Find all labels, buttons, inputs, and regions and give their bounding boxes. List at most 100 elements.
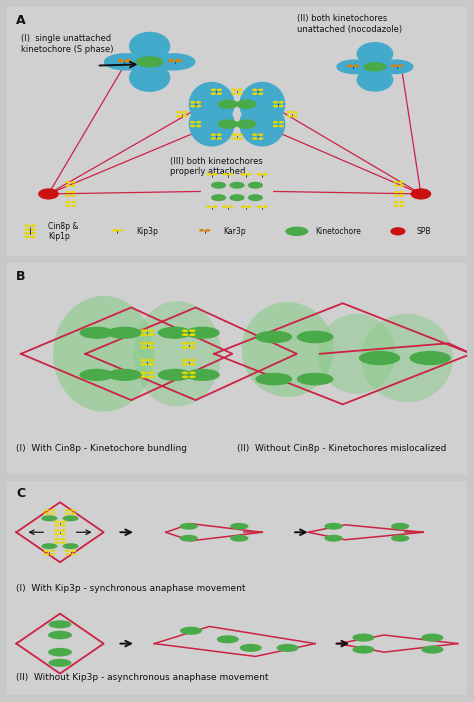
Text: SPB: SPB: [416, 227, 431, 236]
Ellipse shape: [240, 206, 246, 208]
Ellipse shape: [273, 125, 278, 127]
Ellipse shape: [30, 236, 36, 238]
Ellipse shape: [71, 204, 76, 207]
Ellipse shape: [140, 359, 147, 362]
Ellipse shape: [273, 101, 278, 104]
Ellipse shape: [71, 181, 76, 183]
Ellipse shape: [393, 181, 399, 183]
FancyBboxPatch shape: [2, 4, 472, 259]
Text: Kip3p: Kip3p: [136, 227, 158, 236]
Ellipse shape: [279, 125, 284, 127]
Ellipse shape: [107, 326, 142, 339]
Ellipse shape: [71, 191, 76, 193]
Ellipse shape: [399, 204, 404, 207]
Ellipse shape: [38, 188, 59, 199]
Ellipse shape: [240, 173, 246, 176]
Ellipse shape: [104, 53, 147, 71]
Ellipse shape: [242, 302, 334, 397]
Ellipse shape: [246, 206, 252, 208]
Ellipse shape: [391, 65, 397, 67]
Ellipse shape: [148, 363, 155, 366]
Ellipse shape: [182, 111, 188, 114]
Ellipse shape: [256, 173, 262, 176]
Ellipse shape: [279, 105, 284, 107]
Ellipse shape: [148, 371, 155, 374]
Ellipse shape: [148, 346, 155, 349]
Ellipse shape: [210, 133, 216, 136]
Ellipse shape: [65, 191, 70, 193]
Text: Kar3p: Kar3p: [223, 227, 246, 236]
Ellipse shape: [71, 550, 76, 552]
Ellipse shape: [190, 121, 195, 124]
Ellipse shape: [196, 121, 201, 124]
Ellipse shape: [140, 346, 147, 349]
Ellipse shape: [182, 359, 188, 362]
Ellipse shape: [217, 138, 222, 140]
Ellipse shape: [258, 93, 264, 95]
Ellipse shape: [71, 194, 76, 197]
Ellipse shape: [25, 228, 30, 231]
Ellipse shape: [391, 535, 410, 542]
Ellipse shape: [229, 182, 245, 189]
Ellipse shape: [60, 533, 66, 535]
Ellipse shape: [236, 100, 256, 109]
Ellipse shape: [189, 329, 196, 332]
Ellipse shape: [237, 93, 243, 95]
Ellipse shape: [182, 342, 188, 345]
Ellipse shape: [48, 648, 72, 656]
Ellipse shape: [390, 227, 406, 235]
Ellipse shape: [176, 111, 182, 114]
Ellipse shape: [71, 512, 76, 515]
Text: (I)  With Kip3p - synchronous anaphase movement: (I) With Kip3p - synchronous anaphase mo…: [16, 585, 246, 593]
Ellipse shape: [54, 524, 60, 526]
Ellipse shape: [297, 373, 334, 385]
Ellipse shape: [190, 105, 195, 107]
Ellipse shape: [210, 88, 216, 91]
Ellipse shape: [356, 68, 393, 92]
Ellipse shape: [30, 225, 36, 227]
Ellipse shape: [60, 538, 66, 541]
Ellipse shape: [421, 646, 444, 654]
Ellipse shape: [65, 194, 70, 197]
Text: (III) both kinetochores
properly attached: (III) both kinetochores properly attache…: [170, 157, 263, 176]
Ellipse shape: [399, 181, 404, 183]
Ellipse shape: [228, 173, 234, 176]
Ellipse shape: [189, 376, 196, 378]
Ellipse shape: [189, 102, 235, 147]
Text: C: C: [16, 487, 26, 501]
Ellipse shape: [252, 138, 257, 140]
Ellipse shape: [189, 363, 196, 366]
Ellipse shape: [196, 125, 201, 127]
Ellipse shape: [399, 191, 404, 193]
Ellipse shape: [285, 227, 308, 236]
Ellipse shape: [217, 93, 222, 95]
Ellipse shape: [44, 553, 49, 555]
Ellipse shape: [158, 326, 192, 339]
Ellipse shape: [212, 173, 218, 176]
Ellipse shape: [140, 376, 147, 378]
Ellipse shape: [136, 56, 164, 67]
Ellipse shape: [140, 342, 147, 345]
Ellipse shape: [189, 346, 196, 349]
Ellipse shape: [237, 138, 243, 140]
Ellipse shape: [48, 658, 72, 667]
Ellipse shape: [352, 633, 374, 642]
FancyBboxPatch shape: [2, 479, 472, 697]
Ellipse shape: [189, 371, 196, 374]
Ellipse shape: [182, 333, 188, 336]
Ellipse shape: [286, 111, 292, 114]
Ellipse shape: [140, 333, 147, 336]
Ellipse shape: [60, 521, 66, 523]
Ellipse shape: [399, 194, 404, 197]
Ellipse shape: [276, 644, 299, 652]
Ellipse shape: [205, 229, 210, 232]
Ellipse shape: [217, 133, 222, 136]
Ellipse shape: [50, 550, 55, 552]
Text: (II)  Without Cin8p - Kinetochores mislocalized: (II) Without Cin8p - Kinetochores misloc…: [237, 444, 447, 453]
Ellipse shape: [239, 81, 285, 126]
Ellipse shape: [148, 359, 155, 362]
Ellipse shape: [158, 369, 192, 381]
Ellipse shape: [25, 236, 30, 238]
Ellipse shape: [237, 88, 243, 91]
Ellipse shape: [71, 553, 76, 555]
